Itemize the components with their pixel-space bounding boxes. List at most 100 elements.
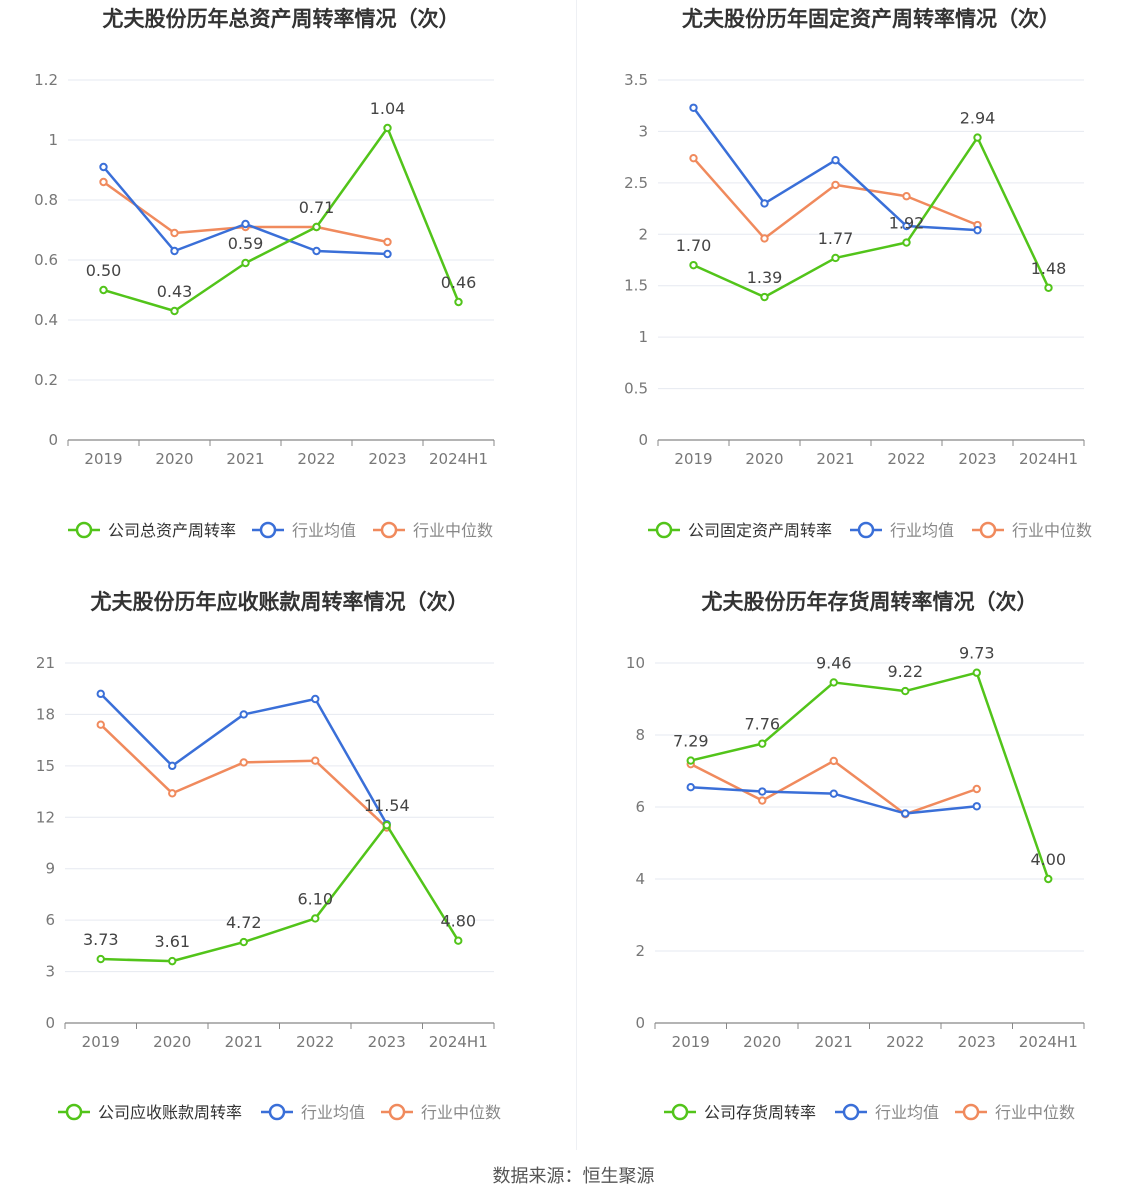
legend-item-median[interactable]: 行业中位数 [381,1103,501,1122]
y-tick-label: 2.5 [624,174,648,192]
legend-label: 行业中位数 [995,1103,1075,1122]
legend-marker [857,521,875,539]
series-line-median [99,723,388,829]
legend-label: 行业中位数 [413,521,493,540]
y-tick-label: 0.2 [34,371,58,389]
panel-divider-top [576,0,577,1150]
data-point-company [686,756,695,765]
y-tick-label: 3.5 [624,71,648,89]
data-point-median [829,756,838,766]
legend-marker [979,521,997,539]
data-point-avg [311,694,320,704]
legend-label: 行业均值 [292,521,356,540]
legend-label: 行业均值 [875,1103,939,1122]
y-tick-label: 0 [48,431,58,449]
x-tick-label: 2020 [153,1033,191,1051]
data-point-avg [831,156,840,165]
series-line-avg [692,107,978,232]
data-point-median [96,720,105,729]
data-point-company [758,739,767,748]
x-tick-label: 2022 [887,450,925,468]
y-tick-label: 12 [36,808,55,826]
data-point-company [901,686,910,696]
y-tick-label: 0 [45,1014,55,1032]
data-point-company [383,123,392,133]
chart-title: 尤夫股份历年总资产周转率情况（次） [103,7,460,31]
data-point-company [239,937,248,947]
legend-item-company[interactable]: 公司存货周转率 [664,1103,816,1122]
data-point-median [972,784,981,794]
data-label: 7.76 [744,715,780,734]
data-point-avg [383,249,392,259]
x-tick-label: 2023 [958,450,996,468]
data-point-company [1044,283,1053,292]
data-point-median [758,796,767,805]
data-point-avg [758,787,767,796]
data-point-avg [972,802,981,811]
legend-label: 行业均值 [890,521,954,540]
series-line-company [103,126,460,313]
data-label: 9.22 [887,662,923,681]
legend-label: 公司应收账款周转率 [98,1103,242,1122]
x-tick-label: 2022 [296,1033,334,1051]
chart-panel-4: 尤夫股份历年存货周转率情况（次） 0 2 4 6 8 10 2019 2020 2021 2022 2… [626,590,1085,1122]
data-point-median [311,756,320,765]
legend-item-company[interactable]: 公司总资产周转率 [68,521,236,540]
legend-item-avg[interactable]: 行业均值 [835,1103,939,1122]
data-point-company [454,936,463,945]
data-point-avg [168,761,177,771]
data-label: 4.80 [440,912,476,931]
y-tick-label: 1 [638,328,648,346]
data-label: 9.73 [959,644,995,663]
data-point-company [96,954,105,964]
legend-marker [75,521,93,539]
legend-item-median[interactable]: 行业中位数 [972,521,1092,540]
data-label: 1.92 [889,214,925,233]
legend-label: 公司存货周转率 [704,1103,816,1122]
data-label: 1.04 [370,99,406,118]
legend-item-median[interactable]: 行业中位数 [373,521,493,540]
y-tick-label: 0.5 [624,380,648,398]
legend-label: 行业均值 [301,1103,365,1122]
legend-item-avg[interactable]: 行业均值 [252,521,356,540]
x-tick-label: 2024H1 [1019,1033,1078,1051]
y-tick-label: 15 [36,757,55,775]
x-tick-label: 2020 [743,1033,781,1051]
data-label: 3.61 [154,932,190,951]
legend-item-median[interactable]: 行业中位数 [955,1103,1075,1122]
x-tick-label: 2021 [225,1033,263,1051]
data-point-avg [99,162,108,172]
data-label: 7.29 [673,732,709,751]
x-tick-label: 2024H1 [429,450,488,468]
y-tick-label: 2 [638,225,648,243]
series-line-company [690,671,1050,880]
legend-item-company[interactable]: 公司固定资产周转率 [648,521,832,540]
chart-panel-3: 尤夫股份历年应收账款周转率情况（次） 0 3 6 9 12 15 18 21 2019 2020 20… [36,590,501,1122]
legend-marker [380,521,398,539]
legend-marker [388,1103,406,1121]
y-tick-label: 4 [635,870,645,888]
legend-item-company[interactable]: 公司应收账款周转率 [58,1103,242,1122]
legend-marker [671,1103,689,1121]
data-point-avg [96,689,105,699]
y-tick-label: 8 [635,726,645,744]
y-tick-label: 6 [45,911,55,929]
y-tick-label: 0.6 [34,251,58,269]
legend-item-avg[interactable]: 行业均值 [261,1103,365,1122]
y-tick-label: 21 [36,654,55,672]
chart-title: 尤夫股份历年存货周转率情况（次） [702,590,1038,614]
data-point-avg [170,246,179,256]
legend-item-avg[interactable]: 行业均值 [850,521,954,540]
x-tick-label: 2020 [155,450,193,468]
data-point-median [239,758,248,767]
data-label: 0.59 [228,234,264,253]
x-tick-label: 2021 [815,1033,853,1051]
data-point-avg [686,783,695,792]
data-point-avg [973,225,982,235]
legend-label: 行业中位数 [1012,521,1092,540]
data-label: 3.73 [83,930,119,949]
legend-marker [268,1103,286,1121]
data-point-company [241,258,250,268]
x-tick-label: 2024H1 [429,1033,488,1051]
x-tick-label: 2020 [745,450,783,468]
